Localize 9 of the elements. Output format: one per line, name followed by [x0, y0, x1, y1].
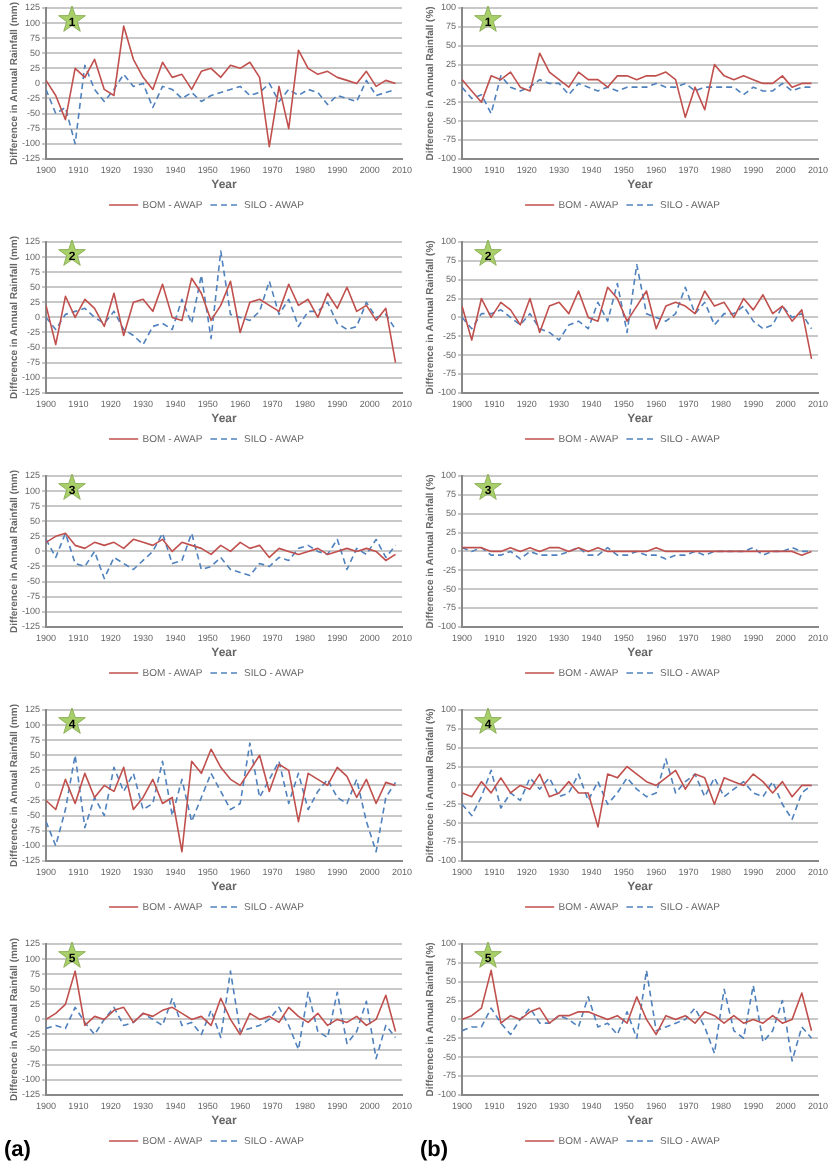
line-series	[462, 75, 813, 115]
line-series	[462, 969, 813, 1062]
line-series	[46, 970, 397, 1060]
text: (b)	[420, 1138, 449, 1162]
line-series	[46, 532, 397, 580]
text: (a)	[4, 1138, 31, 1162]
line-series	[462, 263, 813, 341]
line-series	[46, 64, 397, 145]
line-series	[46, 250, 397, 346]
